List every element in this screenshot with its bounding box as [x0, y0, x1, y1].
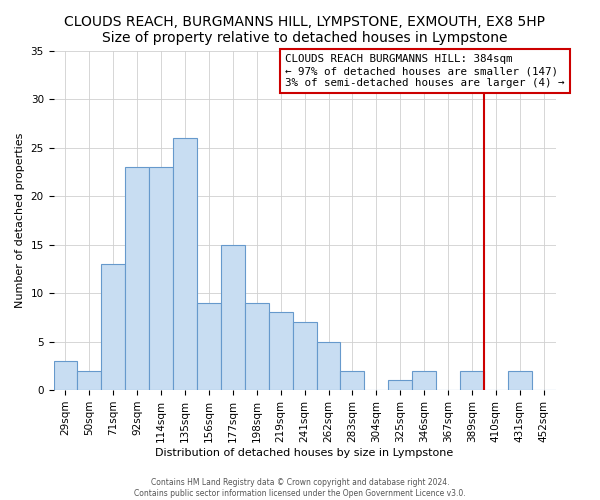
- Title: CLOUDS REACH, BURGMANNS HILL, LYMPSTONE, EXMOUTH, EX8 5HP
Size of property relat: CLOUDS REACH, BURGMANNS HILL, LYMPSTONE,…: [64, 15, 545, 45]
- Bar: [269, 312, 293, 390]
- X-axis label: Distribution of detached houses by size in Lympstone: Distribution of detached houses by size …: [155, 448, 454, 458]
- Bar: [221, 244, 245, 390]
- Bar: [340, 370, 364, 390]
- Bar: [101, 264, 125, 390]
- Bar: [508, 370, 532, 390]
- Bar: [173, 138, 197, 390]
- Text: Contains HM Land Registry data © Crown copyright and database right 2024.
Contai: Contains HM Land Registry data © Crown c…: [134, 478, 466, 498]
- Bar: [293, 322, 317, 390]
- Bar: [125, 167, 149, 390]
- Bar: [412, 370, 436, 390]
- Bar: [197, 303, 221, 390]
- Bar: [460, 370, 484, 390]
- Text: CLOUDS REACH BURGMANNS HILL: 384sqm
← 97% of detached houses are smaller (147)
3: CLOUDS REACH BURGMANNS HILL: 384sqm ← 97…: [286, 54, 565, 88]
- Bar: [77, 370, 101, 390]
- Bar: [245, 303, 269, 390]
- Bar: [388, 380, 412, 390]
- Bar: [317, 342, 340, 390]
- Y-axis label: Number of detached properties: Number of detached properties: [15, 132, 25, 308]
- Bar: [53, 361, 77, 390]
- Bar: [149, 167, 173, 390]
